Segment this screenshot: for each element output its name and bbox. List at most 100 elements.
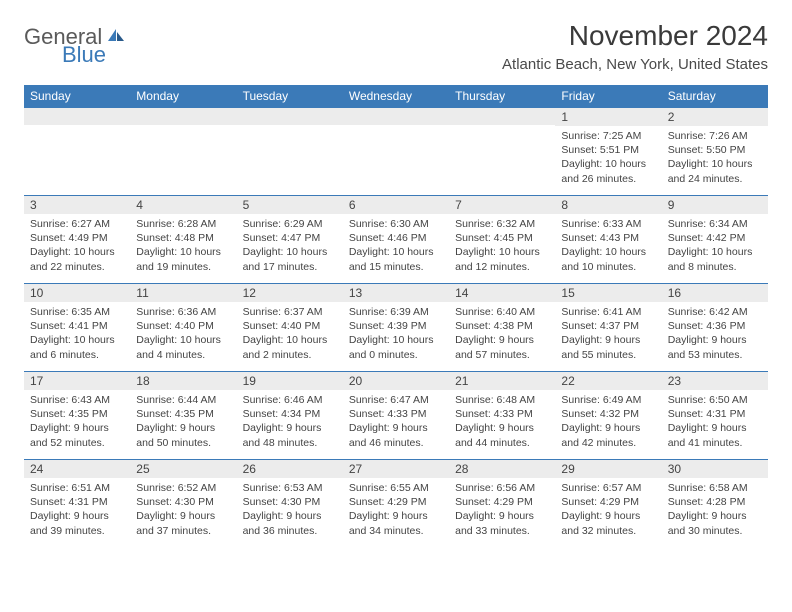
day-number: 13 bbox=[343, 284, 449, 302]
day-details: Sunrise: 6:37 AMSunset: 4:40 PMDaylight:… bbox=[237, 302, 343, 366]
day-header: Friday bbox=[555, 85, 661, 108]
day-header: Sunday bbox=[24, 85, 130, 108]
day-header: Monday bbox=[130, 85, 236, 108]
day-header: Tuesday bbox=[237, 85, 343, 108]
day-details: Sunrise: 6:58 AMSunset: 4:28 PMDaylight:… bbox=[662, 478, 768, 542]
day-details: Sunrise: 6:52 AMSunset: 4:30 PMDaylight:… bbox=[130, 478, 236, 542]
day-number: 16 bbox=[662, 284, 768, 302]
day-details: Sunrise: 6:50 AMSunset: 4:31 PMDaylight:… bbox=[662, 390, 768, 454]
header: General Blue November 2024 Atlantic Beac… bbox=[24, 20, 768, 73]
day-number: 22 bbox=[555, 372, 661, 390]
day-number: 30 bbox=[662, 460, 768, 478]
calendar-day: 15Sunrise: 6:41 AMSunset: 4:37 PMDayligh… bbox=[555, 284, 661, 372]
day-details: Sunrise: 7:26 AMSunset: 5:50 PMDaylight:… bbox=[662, 126, 768, 190]
day-details: Sunrise: 6:40 AMSunset: 4:38 PMDaylight:… bbox=[449, 302, 555, 366]
day-number: 6 bbox=[343, 196, 449, 214]
calendar-table: SundayMondayTuesdayWednesdayThursdayFrid… bbox=[24, 85, 768, 548]
day-details: Sunrise: 6:42 AMSunset: 4:36 PMDaylight:… bbox=[662, 302, 768, 366]
calendar-day bbox=[237, 108, 343, 196]
calendar-week: 1Sunrise: 7:25 AMSunset: 5:51 PMDaylight… bbox=[24, 108, 768, 196]
calendar-day: 13Sunrise: 6:39 AMSunset: 4:39 PMDayligh… bbox=[343, 284, 449, 372]
day-number: 8 bbox=[555, 196, 661, 214]
calendar-day: 18Sunrise: 6:44 AMSunset: 4:35 PMDayligh… bbox=[130, 372, 236, 460]
day-number: 24 bbox=[24, 460, 130, 478]
calendar-day: 10Sunrise: 6:35 AMSunset: 4:41 PMDayligh… bbox=[24, 284, 130, 372]
calendar-day: 27Sunrise: 6:55 AMSunset: 4:29 PMDayligh… bbox=[343, 460, 449, 548]
calendar-body: 1Sunrise: 7:25 AMSunset: 5:51 PMDaylight… bbox=[24, 108, 768, 548]
calendar-day: 20Sunrise: 6:47 AMSunset: 4:33 PMDayligh… bbox=[343, 372, 449, 460]
location: Atlantic Beach, New York, United States bbox=[502, 56, 768, 73]
day-number: 5 bbox=[237, 196, 343, 214]
day-number bbox=[237, 108, 343, 125]
calendar-day: 19Sunrise: 6:46 AMSunset: 4:34 PMDayligh… bbox=[237, 372, 343, 460]
calendar-day: 5Sunrise: 6:29 AMSunset: 4:47 PMDaylight… bbox=[237, 196, 343, 284]
day-header: Saturday bbox=[662, 85, 768, 108]
calendar-day bbox=[343, 108, 449, 196]
day-details: Sunrise: 6:46 AMSunset: 4:34 PMDaylight:… bbox=[237, 390, 343, 454]
calendar-day: 12Sunrise: 6:37 AMSunset: 4:40 PMDayligh… bbox=[237, 284, 343, 372]
calendar-week: 10Sunrise: 6:35 AMSunset: 4:41 PMDayligh… bbox=[24, 284, 768, 372]
day-number: 20 bbox=[343, 372, 449, 390]
calendar-day: 22Sunrise: 6:49 AMSunset: 4:32 PMDayligh… bbox=[555, 372, 661, 460]
calendar-day: 21Sunrise: 6:48 AMSunset: 4:33 PMDayligh… bbox=[449, 372, 555, 460]
title-block: November 2024 Atlantic Beach, New York, … bbox=[502, 20, 768, 73]
day-number: 15 bbox=[555, 284, 661, 302]
day-number: 4 bbox=[130, 196, 236, 214]
day-details: Sunrise: 6:28 AMSunset: 4:48 PMDaylight:… bbox=[130, 214, 236, 278]
calendar-day: 29Sunrise: 6:57 AMSunset: 4:29 PMDayligh… bbox=[555, 460, 661, 548]
calendar-week: 24Sunrise: 6:51 AMSunset: 4:31 PMDayligh… bbox=[24, 460, 768, 548]
day-details: Sunrise: 6:51 AMSunset: 4:31 PMDaylight:… bbox=[24, 478, 130, 542]
day-details: Sunrise: 6:56 AMSunset: 4:29 PMDaylight:… bbox=[449, 478, 555, 542]
calendar-day: 4Sunrise: 6:28 AMSunset: 4:48 PMDaylight… bbox=[130, 196, 236, 284]
day-details: Sunrise: 6:43 AMSunset: 4:35 PMDaylight:… bbox=[24, 390, 130, 454]
day-number: 1 bbox=[555, 108, 661, 126]
day-details: Sunrise: 6:29 AMSunset: 4:47 PMDaylight:… bbox=[237, 214, 343, 278]
day-number bbox=[343, 108, 449, 125]
day-details: Sunrise: 6:47 AMSunset: 4:33 PMDaylight:… bbox=[343, 390, 449, 454]
calendar-day: 11Sunrise: 6:36 AMSunset: 4:40 PMDayligh… bbox=[130, 284, 236, 372]
calendar-day: 16Sunrise: 6:42 AMSunset: 4:36 PMDayligh… bbox=[662, 284, 768, 372]
day-details: Sunrise: 6:41 AMSunset: 4:37 PMDaylight:… bbox=[555, 302, 661, 366]
day-number: 29 bbox=[555, 460, 661, 478]
calendar-day: 25Sunrise: 6:52 AMSunset: 4:30 PMDayligh… bbox=[130, 460, 236, 548]
day-number: 28 bbox=[449, 460, 555, 478]
day-number: 10 bbox=[24, 284, 130, 302]
day-number: 3 bbox=[24, 196, 130, 214]
day-number: 11 bbox=[130, 284, 236, 302]
day-details: Sunrise: 6:44 AMSunset: 4:35 PMDaylight:… bbox=[130, 390, 236, 454]
calendar-day bbox=[24, 108, 130, 196]
calendar-week: 17Sunrise: 6:43 AMSunset: 4:35 PMDayligh… bbox=[24, 372, 768, 460]
calendar-day bbox=[130, 108, 236, 196]
calendar-week: 3Sunrise: 6:27 AMSunset: 4:49 PMDaylight… bbox=[24, 196, 768, 284]
calendar-day: 2Sunrise: 7:26 AMSunset: 5:50 PMDaylight… bbox=[662, 108, 768, 196]
calendar-day bbox=[449, 108, 555, 196]
calendar-day: 9Sunrise: 6:34 AMSunset: 4:42 PMDaylight… bbox=[662, 196, 768, 284]
day-header: Thursday bbox=[449, 85, 555, 108]
day-details: Sunrise: 6:39 AMSunset: 4:39 PMDaylight:… bbox=[343, 302, 449, 366]
day-number: 2 bbox=[662, 108, 768, 126]
calendar-day: 6Sunrise: 6:30 AMSunset: 4:46 PMDaylight… bbox=[343, 196, 449, 284]
day-number: 25 bbox=[130, 460, 236, 478]
calendar-day: 30Sunrise: 6:58 AMSunset: 4:28 PMDayligh… bbox=[662, 460, 768, 548]
day-details: Sunrise: 6:33 AMSunset: 4:43 PMDaylight:… bbox=[555, 214, 661, 278]
day-header-row: SundayMondayTuesdayWednesdayThursdayFrid… bbox=[24, 85, 768, 108]
calendar-day: 8Sunrise: 6:33 AMSunset: 4:43 PMDaylight… bbox=[555, 196, 661, 284]
calendar-day: 23Sunrise: 6:50 AMSunset: 4:31 PMDayligh… bbox=[662, 372, 768, 460]
day-number: 21 bbox=[449, 372, 555, 390]
day-number: 12 bbox=[237, 284, 343, 302]
calendar-day: 1Sunrise: 7:25 AMSunset: 5:51 PMDaylight… bbox=[555, 108, 661, 196]
day-number bbox=[449, 108, 555, 125]
day-number bbox=[130, 108, 236, 125]
day-details: Sunrise: 6:49 AMSunset: 4:32 PMDaylight:… bbox=[555, 390, 661, 454]
day-number: 9 bbox=[662, 196, 768, 214]
day-details: Sunrise: 6:30 AMSunset: 4:46 PMDaylight:… bbox=[343, 214, 449, 278]
calendar-day: 26Sunrise: 6:53 AMSunset: 4:30 PMDayligh… bbox=[237, 460, 343, 548]
day-details: Sunrise: 6:36 AMSunset: 4:40 PMDaylight:… bbox=[130, 302, 236, 366]
day-number: 19 bbox=[237, 372, 343, 390]
day-number: 26 bbox=[237, 460, 343, 478]
day-details: Sunrise: 6:53 AMSunset: 4:30 PMDaylight:… bbox=[237, 478, 343, 542]
day-number: 14 bbox=[449, 284, 555, 302]
day-number: 18 bbox=[130, 372, 236, 390]
day-number: 27 bbox=[343, 460, 449, 478]
day-number: 17 bbox=[24, 372, 130, 390]
